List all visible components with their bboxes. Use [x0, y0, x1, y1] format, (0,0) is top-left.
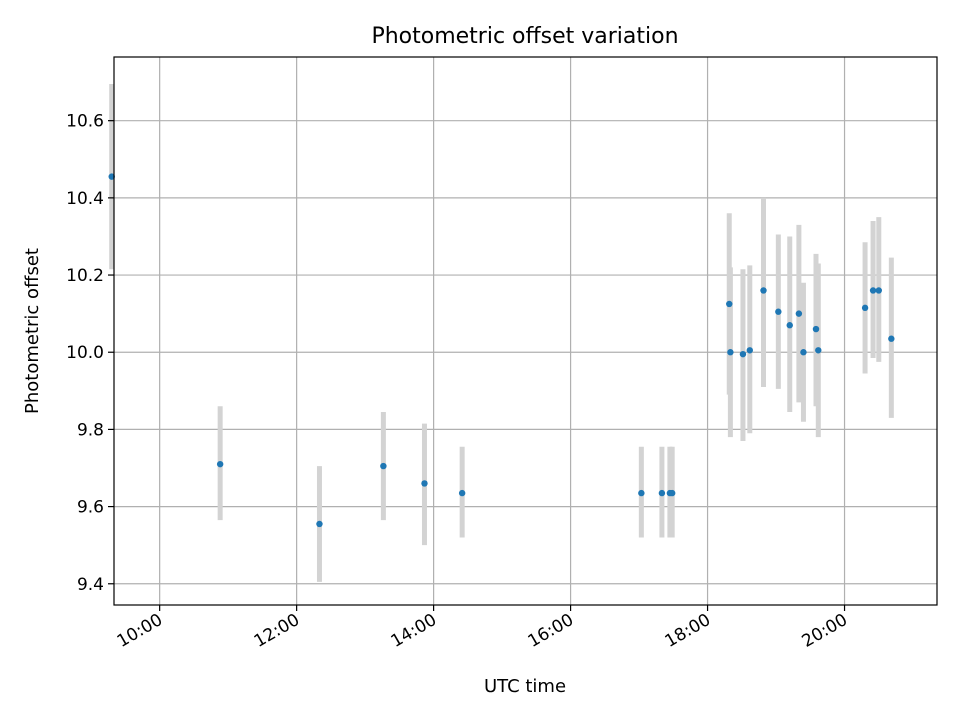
data-point	[815, 347, 822, 354]
y-tick-label: 9.4	[77, 575, 104, 595]
y-tick-label: 10.6	[66, 112, 104, 132]
data-point	[861, 304, 869, 312]
data-point	[216, 460, 224, 468]
data-point	[668, 489, 676, 497]
y-tick-label: 9.8	[77, 420, 104, 440]
data-points	[108, 173, 895, 528]
data-point	[421, 480, 428, 487]
y-axis: 9.4 9.6 9.8 10.0 10.2 10.4 10.6	[66, 112, 114, 595]
data-point	[888, 335, 895, 342]
data-point	[726, 300, 733, 308]
data-point	[812, 325, 820, 333]
plot-frame	[113, 56, 938, 606]
data-point	[658, 489, 666, 497]
data-point	[638, 489, 645, 497]
y-axis-label: Photometric offset	[22, 248, 43, 414]
data-point	[380, 462, 387, 470]
data-point	[458, 489, 466, 497]
data-point	[800, 349, 807, 356]
data-point	[869, 287, 877, 294]
data-point	[739, 350, 747, 358]
data-point	[760, 287, 767, 294]
y-tick-label: 9.6	[77, 498, 104, 518]
data-point	[775, 308, 782, 315]
data-point	[108, 173, 115, 180]
data-point	[875, 287, 882, 294]
data-point	[786, 322, 793, 329]
y-tick-label: 10.0	[66, 343, 104, 363]
chart-title: Photometric offset variation	[371, 24, 678, 49]
grid	[114, 57, 937, 605]
data-point	[316, 520, 323, 528]
data-point	[795, 310, 803, 317]
x-axis-label: UTC time	[484, 676, 566, 697]
data-point	[727, 349, 734, 356]
y-tick-label: 10.4	[66, 189, 104, 209]
y-tick-label: 10.2	[66, 266, 104, 286]
data-point	[746, 347, 753, 354]
